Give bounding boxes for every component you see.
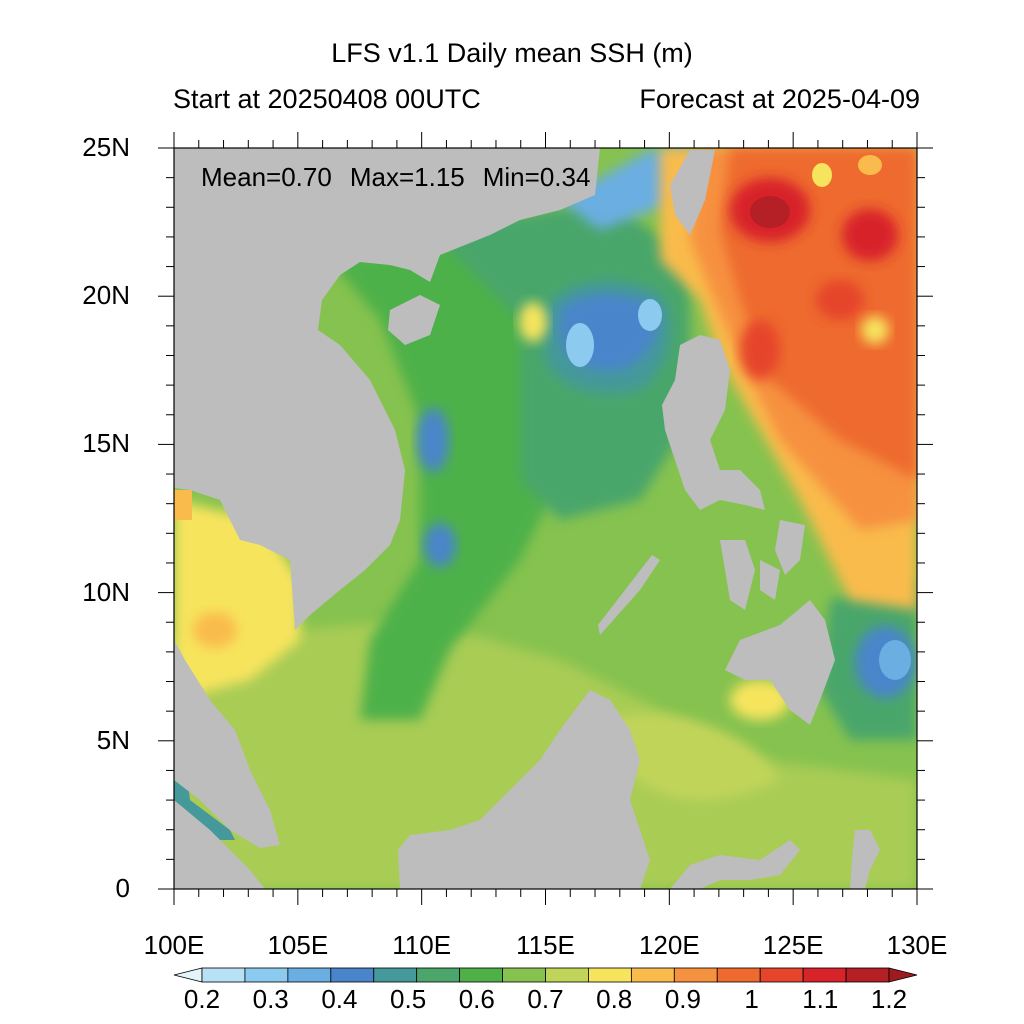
ssh-patch-celebes-yellow: [730, 680, 790, 720]
y-tick-label: 10N: [82, 576, 130, 607]
colorbar-swatch: [630, 967, 675, 983]
ssh-high-1-core: [750, 196, 790, 228]
colorbar-swatch: [802, 967, 847, 983]
colorbar-over-triangle: [888, 967, 918, 983]
colorbar-label: 0.6: [458, 984, 495, 1014]
y-tick-label: 25N: [82, 132, 130, 162]
x-tick-label: 100E: [143, 930, 205, 960]
colorbar-label: 1.1: [802, 984, 839, 1014]
y-tick-label: 20N: [82, 280, 130, 311]
land-sulawesi: [670, 840, 800, 889]
colorbar-swatch: [244, 967, 289, 983]
ssh-region-gulf-thailand: [174, 500, 300, 700]
land-hainan: [388, 295, 440, 345]
x-tick-label: 130E: [886, 930, 948, 960]
colorbar-swatch: [201, 967, 246, 983]
colorbar-swatch: [588, 967, 632, 983]
ssh-patch-orange-gulf: [193, 612, 237, 648]
colorbar-swatch: [545, 967, 589, 983]
ssh-patch-gulf-edge: [174, 490, 192, 520]
colorbar-label: 0.4: [321, 984, 358, 1014]
land-visayas-2: [775, 520, 805, 575]
ssh-patch-orange-north: [858, 155, 882, 175]
ssh-eddy-luzon-core2: [638, 299, 662, 331]
land-borneo: [398, 690, 650, 889]
y-tick-label: 5N: [96, 724, 130, 755]
x-tick-label: 120E: [638, 930, 700, 960]
colorbar-swatch: [330, 967, 375, 983]
map-title: LFS v1.1 Daily mean SSH (m): [331, 38, 693, 68]
ssh-warm-eddy: [519, 302, 547, 342]
axis-ticks: [158, 132, 933, 905]
colorbar-label: 0.8: [596, 984, 633, 1014]
ssh-eddy-mindanao-core: [879, 640, 911, 680]
colorbar-swatch: [287, 967, 332, 983]
ssh-patch-yellow-1: [861, 316, 889, 344]
ssh-field: [174, 148, 917, 889]
colorbar-label: 0.7: [527, 984, 564, 1014]
colorbar-label: 1: [744, 984, 759, 1014]
x-tick-label: 110E: [392, 930, 452, 960]
land-sumatra: [174, 800, 265, 889]
colorbar-swatch: [459, 967, 503, 983]
stat-min: Min=0.34: [482, 162, 591, 192]
colorbar-swatch: [502, 967, 546, 983]
colorbar-swatch: [373, 967, 418, 983]
land-palawan: [598, 555, 660, 635]
land: [174, 148, 880, 889]
ssh-patch-yellow-2: [812, 163, 832, 187]
ssh-region-scs-west: [330, 230, 560, 720]
colorbar-under-triangle: [173, 967, 203, 983]
land-malay-peninsula: [174, 640, 280, 848]
start-time-label: Start at 20250408 00UTC: [173, 84, 481, 114]
colorbar-swatch: [845, 967, 890, 983]
ssh-high-3: [816, 280, 864, 320]
land-indochina: [174, 148, 600, 630]
land-visayas-1: [720, 540, 755, 610]
ssh-eddy-luzon-core1: [566, 323, 594, 367]
stats-annotation: Mean=0.70 Max=1.15 Min=0.34: [201, 162, 608, 193]
land-mindanao: [725, 600, 835, 725]
colorbar-label: 0.3: [252, 984, 289, 1014]
colorbar: [173, 967, 918, 983]
colorbar-swatch: [416, 967, 461, 983]
ssh-high-2: [842, 209, 898, 261]
x-tick-label: 115E: [516, 930, 575, 960]
colorbar-swatch: [759, 967, 804, 983]
land-taiwan: [670, 150, 715, 235]
colorbar-label: 0.5: [390, 984, 427, 1014]
forecast-time-label: Forecast at 2025-04-09: [639, 84, 920, 114]
stat-max: Max=1.15: [349, 162, 465, 192]
colorbar-swatch: [716, 967, 761, 983]
ssh-eddy-vietnam-north: [417, 408, 449, 472]
y-tick-label: 0: [115, 873, 130, 903]
land-visayas-3: [760, 560, 780, 600]
ssh-region-celebes: [600, 714, 780, 800]
land-halmahera: [850, 830, 880, 889]
colorbar-swatch: [673, 967, 718, 983]
land-luzon: [662, 335, 765, 510]
colorbar-label: 0.2: [183, 984, 221, 1014]
ssh-high-4: [740, 320, 780, 380]
ssh-eddy-vietnam-south: [424, 523, 456, 567]
x-tick-label: 105E: [267, 930, 329, 960]
stat-mean: Mean=0.70: [201, 162, 332, 192]
colorbar-label: 0.9: [664, 984, 701, 1014]
colorbar-label: 1.2: [870, 984, 908, 1014]
x-tick-label: 125E: [762, 930, 824, 960]
y-tick-label: 15N: [82, 428, 130, 459]
